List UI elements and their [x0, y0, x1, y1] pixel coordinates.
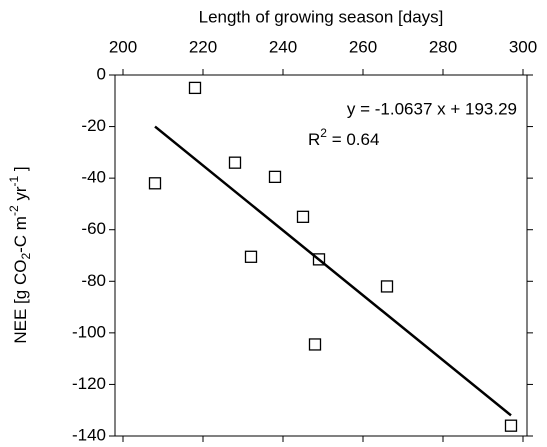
- r2-part: 2: [320, 126, 327, 140]
- y-axis-title: NEE [g CO2-C m-2 yr-1 ]: [7, 166, 33, 343]
- equation: y = -1.0637 x + 193.29: [347, 99, 517, 118]
- plot-frame: [114, 74, 528, 437]
- x-tick-label: 300: [509, 37, 537, 56]
- r2-part: R: [308, 130, 320, 149]
- x-tick-label: 200: [109, 37, 137, 56]
- data-point: [268, 170, 282, 184]
- data-point: [228, 156, 242, 169]
- data-point: [296, 210, 310, 223]
- r-squared: R2 = 0.64: [308, 126, 379, 149]
- y-tick-label: -100: [72, 322, 106, 341]
- x-tick-label: 280: [429, 37, 457, 56]
- y-tick-label: -140: [72, 425, 106, 444]
- y-axis-title-part: -C m: [11, 216, 30, 253]
- y-tick-label: -80: [81, 271, 106, 290]
- y-axis-title-part: ]: [11, 166, 30, 175]
- x-tick-label: 220: [189, 37, 217, 56]
- x-tick-label: 260: [349, 37, 377, 56]
- y-axis-title-part: yr: [11, 186, 30, 205]
- y-axis-title-part: NEE [g CO: [11, 260, 30, 344]
- y-tick-label: -20: [81, 116, 106, 135]
- y-tick-label: -40: [81, 168, 106, 187]
- y-tick-label: -120: [72, 374, 106, 393]
- y-axis-title-part: 2: [19, 253, 33, 260]
- data-point: [504, 419, 518, 432]
- x-axis-title: Length of growing season [days]: [199, 7, 444, 26]
- y-axis-title-part: -2: [7, 205, 21, 216]
- data-point: [308, 338, 322, 351]
- y-tick-label: 0: [97, 64, 106, 83]
- data-point: [188, 81, 202, 95]
- y-tick-label: -60: [81, 219, 106, 238]
- y-axis-title-part: -1: [7, 175, 21, 186]
- data-point: [244, 250, 258, 263]
- r2-part: = 0.64: [327, 130, 379, 149]
- data-point: [312, 253, 326, 266]
- data-point: [148, 177, 162, 190]
- x-tick-label: 240: [269, 37, 297, 56]
- data-point: [380, 280, 394, 293]
- fit-line: [154, 125, 512, 417]
